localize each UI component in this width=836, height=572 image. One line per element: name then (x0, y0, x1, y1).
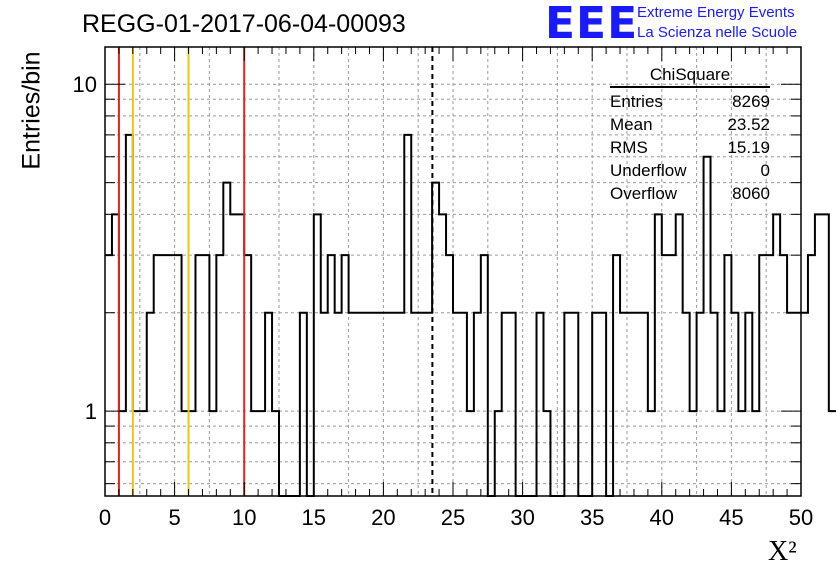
stats-value: 15.19 (727, 138, 770, 157)
x-tick-label: 25 (441, 505, 465, 530)
x-tick-label: 35 (580, 505, 604, 530)
brand-line-1: Extreme Energy Events (637, 4, 795, 21)
stats-label: Underflow (610, 161, 687, 180)
y-axis-label: Entries/bin (17, 51, 46, 170)
x-tick-label: 30 (510, 505, 534, 530)
stats-row: Entries 8269 (610, 90, 770, 113)
x-axis-label: X² (768, 536, 797, 567)
x-tick-label: 0 (99, 505, 111, 530)
x-tick-label: 15 (302, 505, 326, 530)
histogram-series (105, 133, 836, 497)
stats-value: 8269 (732, 92, 770, 111)
stats-value: 0 (760, 161, 770, 180)
x-tick-label: 10 (232, 505, 256, 530)
eee-logo: EEE (545, 0, 639, 49)
stats-label: Overflow (610, 184, 678, 203)
stats-row: RMS 15.19 (610, 136, 770, 159)
stats-label: RMS (610, 138, 648, 157)
x-tick-label: 5 (168, 505, 180, 530)
stats-row: Underflow 0 (610, 159, 770, 182)
brand-line-2: La Scienza nelle Scuole (637, 24, 798, 41)
stats-row: Overflow 8060 (610, 182, 770, 205)
stats-box: ChiSquare Entries 8269 Mean 23.52 RMS 15.19… (610, 65, 770, 205)
stats-value: 8060 (732, 184, 770, 203)
stats-row: Mean 23.52 (610, 113, 770, 136)
stats-label: Entries (610, 92, 663, 111)
stats-value: 23.52 (727, 115, 770, 134)
x-tick-label: 50 (789, 505, 813, 530)
y-tick-label: 10 (73, 72, 97, 97)
x-tick-label: 45 (719, 505, 743, 530)
x-tick-label: 20 (371, 505, 395, 530)
stats-title: ChiSquare (610, 65, 770, 88)
x-tick-label: 40 (650, 505, 674, 530)
y-tick-label: 1 (85, 399, 97, 424)
plot-title: REGG-01-2017-06-04-00093 (82, 10, 406, 38)
stats-label: Mean (610, 115, 653, 134)
